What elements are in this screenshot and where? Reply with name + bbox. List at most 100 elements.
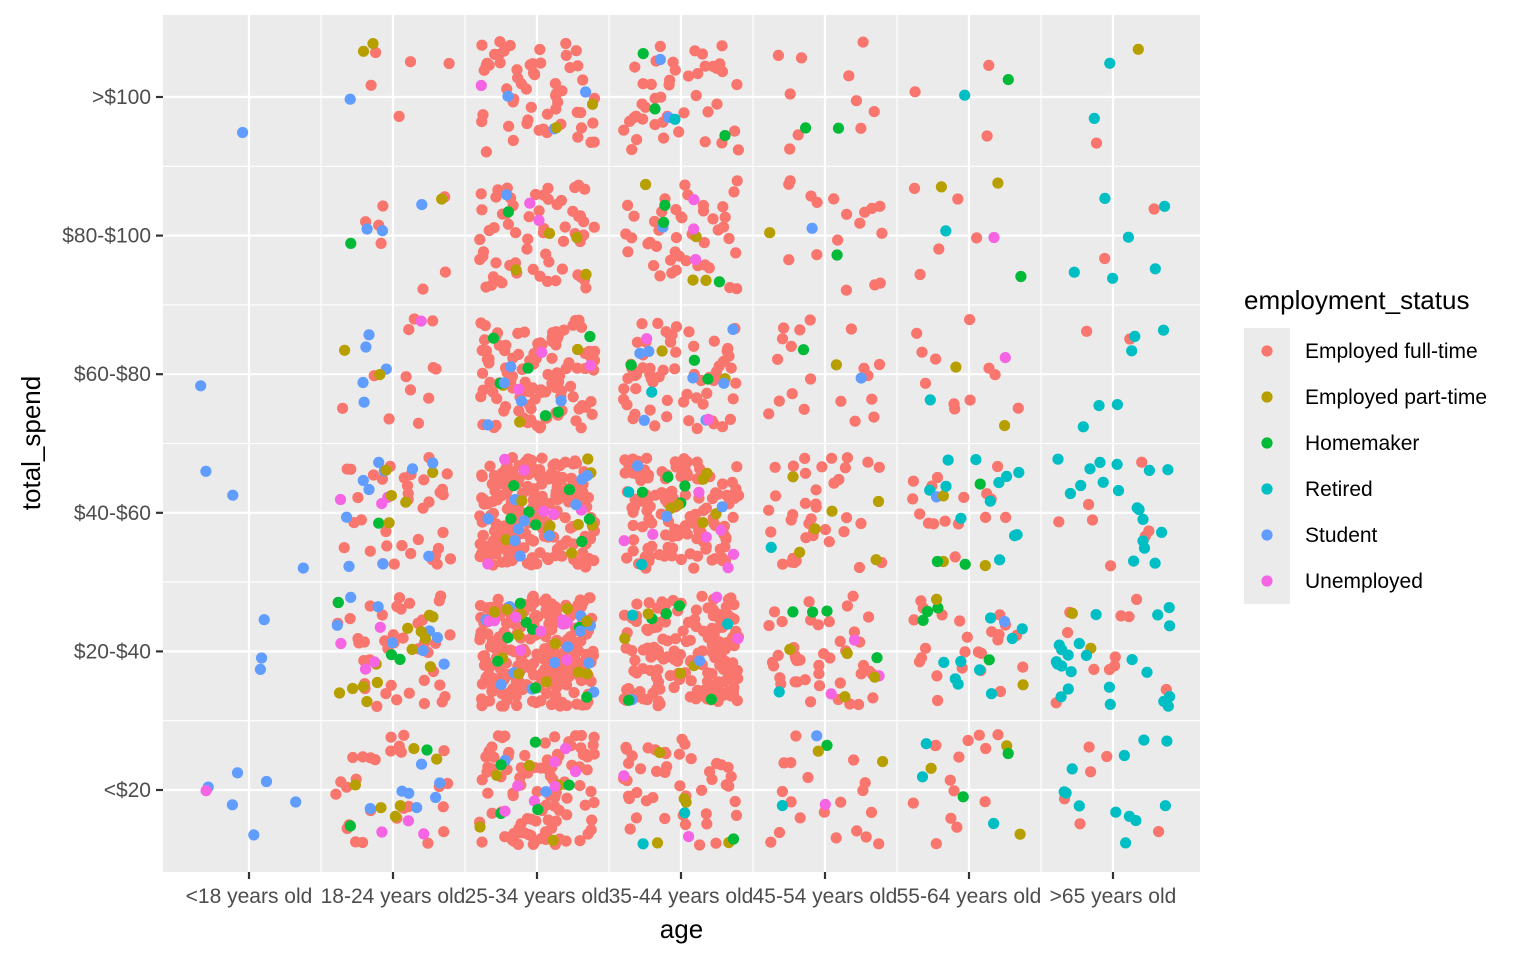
data-point (707, 213, 719, 225)
data-point (559, 221, 571, 233)
data-point (637, 48, 649, 60)
legend-label: Student (1305, 524, 1378, 547)
data-point (679, 480, 691, 492)
data-point (799, 497, 812, 509)
data-point (582, 453, 594, 465)
data-point (514, 597, 526, 610)
data-point (618, 383, 630, 395)
data-point (696, 645, 709, 657)
data-point (629, 493, 641, 505)
data-point (854, 217, 866, 229)
data-point (670, 321, 683, 333)
data-point (835, 395, 847, 407)
data-point (952, 193, 964, 205)
data-point (1162, 464, 1174, 476)
data-point (341, 511, 353, 523)
data-point (724, 282, 736, 294)
data-point (352, 633, 364, 645)
data-point (642, 625, 654, 637)
data-point (1101, 750, 1113, 763)
data-point (418, 474, 430, 486)
data-point (626, 609, 639, 621)
data-point (1088, 112, 1100, 124)
data-point (393, 110, 405, 122)
data-point (631, 134, 643, 146)
data-point (1111, 458, 1123, 470)
data-point (728, 186, 740, 198)
data-point (787, 606, 799, 618)
data-point (430, 791, 442, 804)
data-point (549, 78, 562, 90)
data-point (258, 614, 270, 626)
data-point (475, 626, 487, 638)
data-point (512, 523, 525, 535)
data-point (585, 785, 597, 798)
data-point (988, 817, 1000, 830)
data-point (625, 359, 637, 371)
x-tick-label: 18-24 years old (321, 885, 466, 908)
data-point (375, 237, 387, 249)
data-point (763, 620, 775, 632)
data-point (651, 683, 663, 695)
data-point (859, 206, 871, 218)
data-point (1107, 272, 1119, 284)
data-point (226, 799, 238, 811)
data-point (684, 510, 696, 523)
data-point (434, 679, 446, 691)
data-point (643, 597, 655, 609)
data-point (636, 521, 649, 533)
data-point (765, 836, 777, 848)
data-point (575, 635, 587, 647)
data-point (723, 232, 735, 245)
data-point (479, 334, 491, 346)
data-point (804, 314, 816, 326)
data-point (549, 656, 561, 669)
data-point (870, 554, 882, 566)
data-point (510, 611, 522, 623)
data-point (518, 464, 530, 476)
data-point (514, 550, 526, 562)
data-point (543, 227, 556, 239)
data-point (1138, 734, 1150, 746)
data-point (478, 659, 491, 671)
data-point (577, 547, 589, 559)
data-point (385, 745, 397, 757)
data-point (565, 380, 577, 392)
data-point (670, 204, 682, 216)
data-point (358, 396, 370, 408)
data-point (397, 632, 409, 644)
data-point (571, 231, 583, 244)
data-point (646, 386, 658, 398)
data-point (871, 652, 883, 664)
data-point (705, 693, 718, 705)
data-point (507, 790, 519, 802)
data-point (498, 405, 510, 417)
data-point (562, 641, 574, 653)
data-point (561, 792, 573, 804)
data-point (363, 329, 375, 341)
data-point (586, 814, 598, 826)
data-point (727, 393, 739, 405)
data-point (681, 528, 693, 540)
data-point (1109, 660, 1121, 672)
data-point (1090, 609, 1102, 621)
data-point (872, 495, 885, 508)
data-point (944, 774, 956, 786)
data-point (376, 498, 388, 510)
data-point (696, 48, 709, 60)
data-point (581, 615, 593, 627)
data-point (644, 550, 656, 563)
data-point (727, 323, 739, 335)
data-point (546, 336, 559, 348)
data-point (1152, 609, 1164, 621)
data-point (377, 558, 389, 570)
x-tick-label: 35-44 years old (609, 885, 754, 908)
data-point (486, 686, 498, 698)
data-point (974, 478, 986, 490)
data-point (572, 666, 584, 678)
data-point (586, 98, 599, 110)
data-point (1111, 399, 1123, 411)
data-point (586, 408, 598, 420)
data-point (839, 691, 851, 703)
data-point (523, 506, 535, 518)
